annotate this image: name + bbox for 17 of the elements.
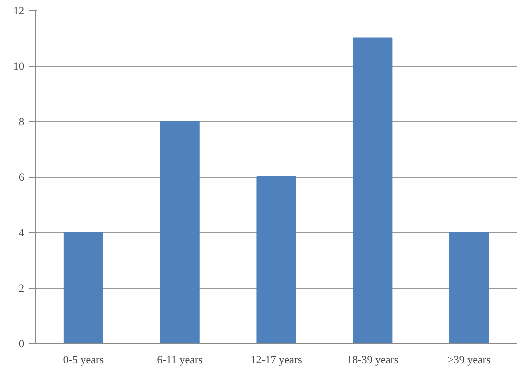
y-tick-label: 4 (19, 228, 25, 240)
bar (450, 232, 490, 344)
y-tick-label: 0 (19, 338, 25, 350)
x-tick-label: 12-17 years (250, 354, 302, 366)
x-tick-label: 6-11 years (157, 354, 203, 366)
y-tick-label: 2 (19, 283, 24, 295)
y-tick-label: 6 (19, 172, 25, 184)
bar (64, 232, 104, 344)
bar (256, 176, 296, 344)
x-tick-label: >39 years (448, 354, 491, 366)
y-tick-label: 8 (19, 116, 25, 128)
x-tick-label: 0-5 years (63, 354, 104, 366)
bar (160, 121, 200, 344)
y-tick-label: 10 (14, 61, 25, 73)
y-tick-label: 12 (14, 6, 24, 18)
bar (353, 38, 393, 344)
x-tick-label: 18-39 years (347, 354, 399, 366)
